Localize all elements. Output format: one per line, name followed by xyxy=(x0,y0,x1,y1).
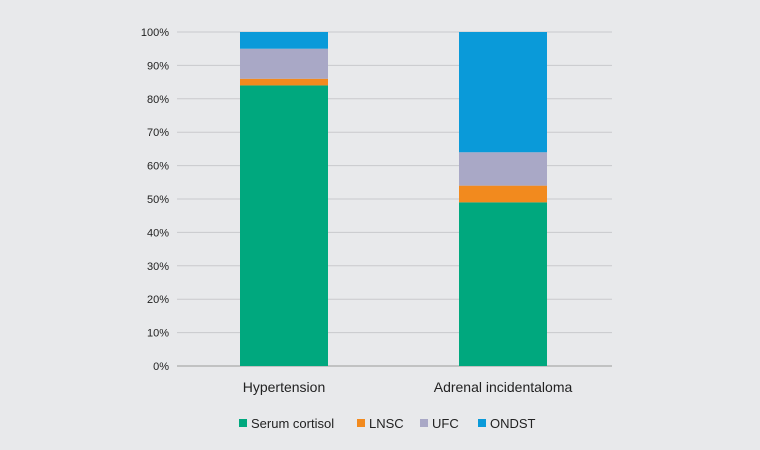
bar-segment-serum-cortisol xyxy=(240,85,328,366)
legend-label: Serum cortisol xyxy=(251,416,334,431)
legend-swatch xyxy=(478,419,486,427)
y-tick-label: 70% xyxy=(147,127,169,139)
y-tick-label: 60% xyxy=(147,161,169,173)
y-tick-label: 30% xyxy=(147,261,169,273)
bar-segment-ufc xyxy=(459,152,547,186)
legend-swatch xyxy=(420,419,428,427)
x-axis-categories: Hypertension Adrenal incidentaloma xyxy=(243,379,573,395)
bars xyxy=(240,32,547,366)
bar-segment-serum-cortisol xyxy=(459,202,547,366)
bar-segment-ondst xyxy=(459,32,547,153)
bar-segment-lnsc xyxy=(240,78,328,86)
legend-label: UFC xyxy=(432,416,459,431)
y-tick-label: 90% xyxy=(147,60,169,72)
x-category-label: Adrenal incidentaloma xyxy=(434,379,573,395)
y-tick-label: 40% xyxy=(147,227,169,239)
bar-segment-ondst xyxy=(240,32,328,49)
bar-segment-ufc xyxy=(240,48,328,79)
legend-swatch xyxy=(357,419,365,427)
y-tick-label: 80% xyxy=(147,94,169,106)
y-tick-label: 0% xyxy=(153,361,169,373)
y-tick-label: 100% xyxy=(141,27,169,39)
x-category-label: Hypertension xyxy=(243,379,326,395)
legend-label: ONDST xyxy=(490,416,536,431)
legend: Serum cortisol LNSC UFC ONDST xyxy=(239,416,536,431)
legend-label: LNSC xyxy=(369,416,404,431)
y-tick-label: 10% xyxy=(147,328,169,340)
legend-swatch xyxy=(239,419,247,427)
y-tick-label: 20% xyxy=(147,294,169,306)
y-tick-label: 50% xyxy=(147,194,169,206)
y-axis-ticks: 0% 10% 20% 30% 40% 50% 60% 70% 80% 90% 100% xyxy=(141,27,169,373)
bar-segment-lnsc xyxy=(459,185,547,203)
